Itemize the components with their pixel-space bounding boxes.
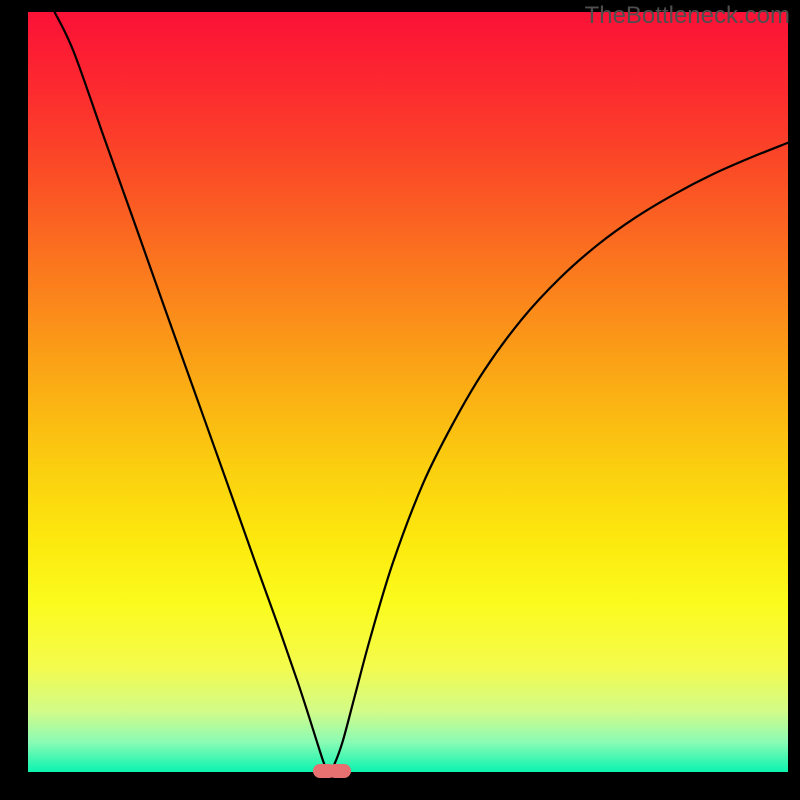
chart-frame: TheBottleneck.com (0, 0, 800, 800)
curve-svg (28, 12, 788, 772)
bottleneck-curve (55, 12, 788, 772)
watermark-text: TheBottleneck.com (585, 2, 790, 30)
plot-area (28, 12, 788, 772)
minimum-marker (328, 764, 351, 778)
